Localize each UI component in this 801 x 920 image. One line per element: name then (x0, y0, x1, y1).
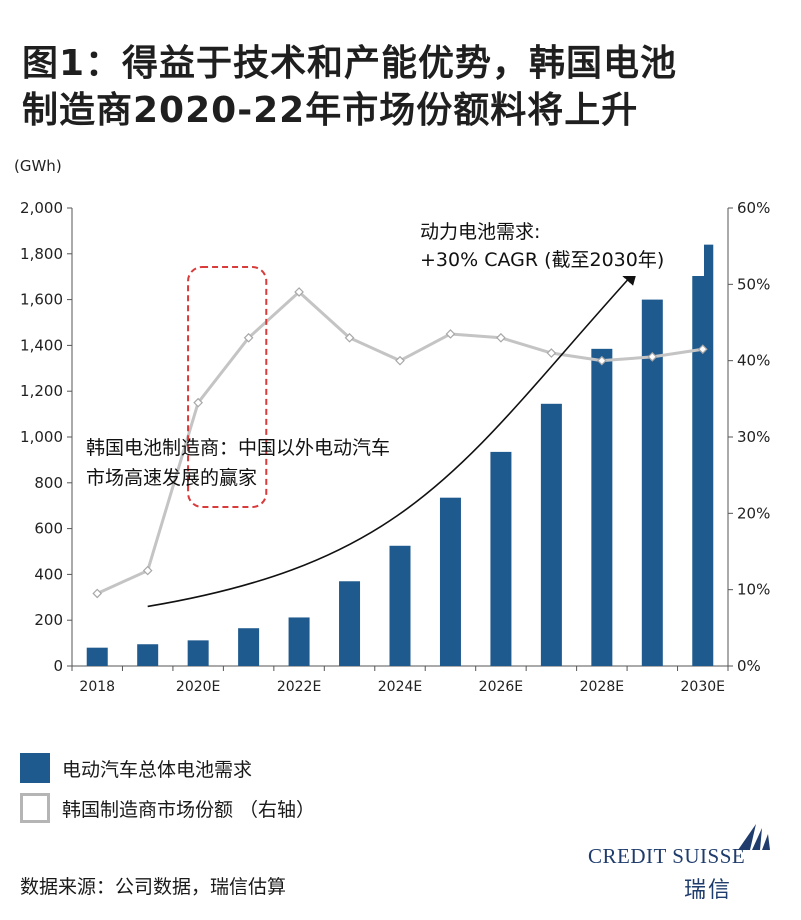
y-left-tick-label: 1,600 (20, 291, 63, 309)
bar (540, 403, 562, 666)
market-share-point (193, 397, 204, 408)
y-left-tick-label: 1,000 (20, 428, 63, 446)
annotation-2-line-2: 市场高速发展的赢家 (86, 467, 257, 489)
y-left-tick-label: 2,000 (20, 199, 63, 217)
y-right-tick-label: 0% (737, 657, 761, 675)
chart: 0 200 400 600 800 1,000 1,200 1,400 1,600 1,800 2,… (20, 199, 770, 695)
market-share-point (142, 565, 153, 576)
y-right-tick-label: 40% (737, 352, 770, 370)
legend-label-bar: 电动汽车总体电池需求 (62, 758, 253, 781)
sails-icon (738, 824, 770, 850)
legend-swatch-line (20, 793, 50, 823)
legend-item-line: 韩国制造商市场份额 （右轴） (20, 790, 315, 826)
bar (692, 244, 714, 666)
market-share-point (596, 355, 607, 366)
market-share-point (243, 332, 254, 343)
logo-wordmark: CREDIT SUISSE (588, 844, 746, 868)
bar (389, 545, 411, 666)
x-tick-label: 2024E (378, 679, 422, 695)
market-share-point (546, 348, 557, 358)
x-tick-label: 2022E (277, 679, 321, 695)
credit-suisse-logo: CREDIT SUISSE 瑞信 (588, 822, 788, 903)
bar (137, 644, 159, 666)
x-tick-label: 2028E (580, 679, 624, 695)
bar (490, 451, 512, 666)
y-left-tick-label: 1,200 (20, 382, 63, 400)
y-right-tick-label: 50% (737, 275, 770, 293)
bar (238, 628, 260, 666)
y-right-tick-label: 60% (737, 199, 770, 217)
y-left-tick-label: 200 (34, 611, 63, 629)
y-left-tick-label: 0 (53, 657, 63, 675)
market-share-point (395, 355, 405, 366)
bar (591, 348, 613, 666)
y-axis-unit: (GWh) (14, 157, 62, 175)
y-right-tick-label: 20% (737, 504, 770, 522)
annotation-1-line-1: 动力电池需求: (420, 221, 540, 243)
legend: 电动汽车总体电池需求 韩国制造商市场份额 （右轴） (20, 750, 315, 830)
annotation-2-line-1: 韩国电池制造商：中国以外电动汽车 (86, 437, 390, 459)
chart-title: 图1：得益于技术和产能优势，韩国电池 制造商2020-22年市场份额料将上升 (22, 40, 782, 134)
bar (641, 299, 663, 666)
bar (439, 497, 461, 666)
x-tick-label: 2020E (176, 679, 220, 695)
market-share-point (697, 344, 708, 355)
market-share-point (496, 332, 506, 343)
title-line-2: 制造商2020-22年市场份额料将上升 (22, 90, 639, 131)
annotation-1-background (414, 216, 704, 276)
y-left-tick-label: 800 (34, 474, 63, 492)
source-note: 数据来源：公司数据，瑞信估算 (20, 876, 287, 898)
market-share-point (344, 332, 355, 343)
legend-label-line: 韩国制造商市场份额 （右轴） (62, 798, 316, 821)
y-right-tick-label: 10% (737, 581, 770, 599)
market-share-point (294, 287, 304, 297)
x-tick-label: 2026E (479, 679, 523, 695)
legend-item-bar: 电动汽车总体电池需求 (20, 750, 315, 786)
annotation-1-line-2: +30% CAGR (截至2030年) (420, 249, 664, 271)
y-left-tick-label: 1,400 (20, 336, 63, 354)
bar (288, 617, 310, 666)
y-right-tick-label: 30% (737, 428, 770, 446)
highlight-box (187, 266, 268, 508)
market-share-point (92, 588, 103, 599)
market-share-point (445, 329, 456, 339)
y-left-tick-label: 600 (34, 520, 63, 538)
x-tick-label: 2018 (79, 679, 115, 695)
y-left-tick-label: 1,800 (20, 245, 63, 263)
legend-swatch-bar (20, 753, 50, 783)
bar (339, 581, 361, 666)
logo-cn: 瑞信 (684, 878, 733, 903)
bar (187, 640, 209, 666)
x-tick-label: 2030E (681, 679, 725, 695)
y-left-tick-label: 400 (34, 565, 63, 583)
bar (86, 647, 108, 666)
market-share-point (647, 352, 658, 362)
trend-arrow (147, 268, 638, 608)
title-line-1: 图1：得益于技术和产能优势，韩国电池 (22, 43, 678, 84)
